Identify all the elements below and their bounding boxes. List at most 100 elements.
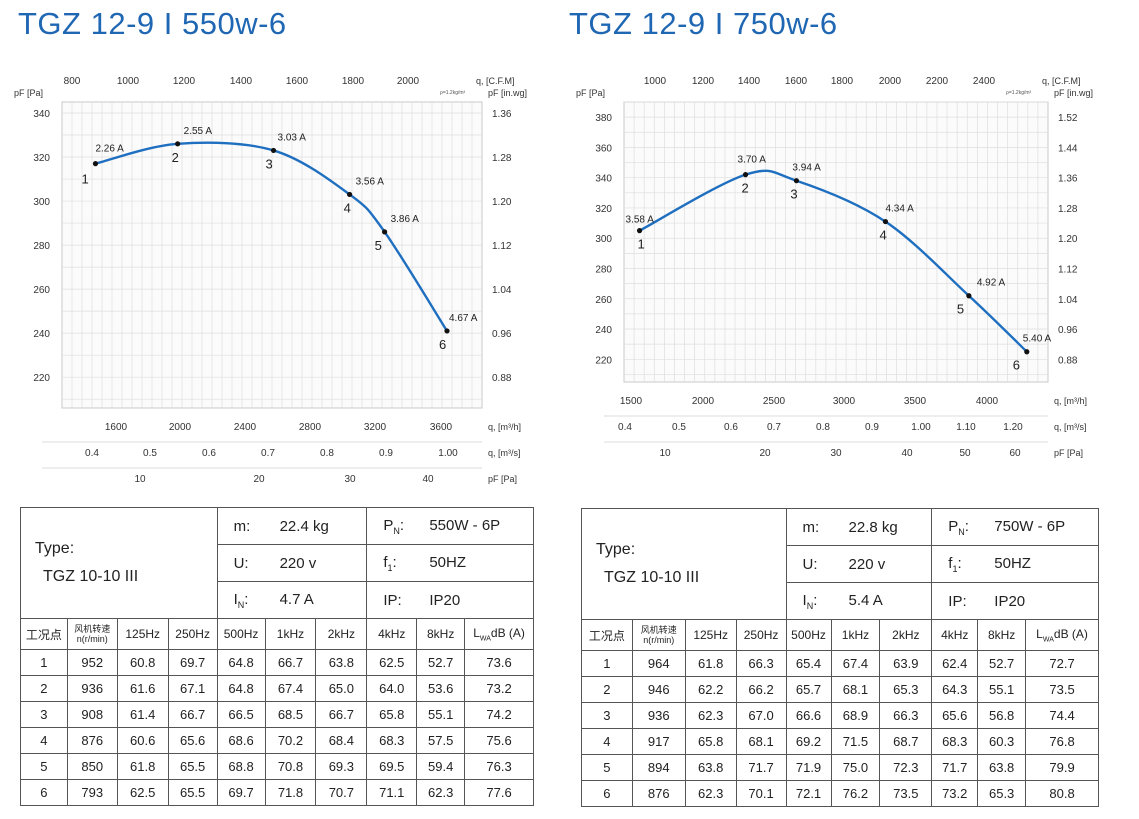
x-top-tick-label: 1600 — [785, 76, 808, 87]
y-right-tick-label: 1.12 — [1058, 264, 1078, 275]
table-cell: 67.4 — [830, 650, 881, 677]
x-bottom-tick-label: 10 — [659, 448, 671, 459]
spec-key: PN: — [383, 516, 404, 536]
table-cell: 64.8 — [216, 649, 266, 676]
table-cell: 65.8 — [684, 728, 737, 755]
lwa-unit: dB (A) — [490, 625, 525, 640]
table-cell: 5 — [20, 753, 68, 780]
col-header-band: 125Hz — [116, 618, 169, 650]
y-right-tick-label: 1.36 — [1058, 174, 1078, 185]
table-cell: 793 — [66, 779, 118, 806]
x-bottom-tick-label: 0.4 — [85, 448, 99, 459]
spec-value: 50HZ — [429, 553, 466, 571]
table-row: 1 952 60.8 69.7 64.8 66.7 63.8 62.5 52.7 73.6 — [20, 649, 534, 676]
current-cell: IN: 5.4 A — [785, 582, 933, 620]
table-cell: 65.5 — [167, 779, 218, 806]
y-tick-label: 240 — [33, 329, 50, 340]
table-cell: 6 — [581, 780, 633, 807]
table-cell: 62.2 — [684, 676, 737, 703]
spec-key-subscript: N — [393, 525, 400, 536]
table-cell: 72.1 — [785, 780, 832, 807]
current-label: 3.86 A — [391, 214, 420, 225]
type-cell: Type: TGZ 10-10 III — [20, 507, 218, 619]
table-cell: 72.3 — [879, 754, 933, 781]
current-label: 4.34 A — [885, 204, 914, 215]
table-cell: 876 — [66, 727, 118, 754]
table-cell: 68.4 — [315, 727, 368, 754]
table-cell: 57.5 — [416, 727, 466, 754]
table-cell: 61.8 — [116, 753, 169, 780]
x-bottom-tick-label: 2000 — [169, 422, 192, 433]
table-cell: 52.7 — [416, 649, 466, 676]
x-bottom-axis-label: pF [Pa] — [488, 474, 517, 484]
table-cell: 65.3 — [977, 780, 1027, 807]
x-bottom-axis-label: q, [m³/s] — [1054, 422, 1087, 432]
y-tick-label: 220 — [595, 355, 612, 366]
col-header-band: 4kHz — [931, 619, 979, 651]
table-cell: 61.4 — [116, 701, 169, 728]
table-cell: 79.9 — [1025, 754, 1099, 781]
x-bottom-tick-label: 10 — [134, 474, 146, 485]
table-cell: 1 — [20, 649, 68, 676]
col-header-speed-unit: n(r/min) — [643, 635, 675, 645]
operating-point — [92, 161, 99, 167]
table-cell: 2 — [581, 676, 633, 703]
table-cell: 65.4 — [785, 650, 832, 677]
x-bottom-axis-label: q, [m³/h] — [1054, 396, 1087, 406]
table-cell: 71.9 — [785, 754, 832, 781]
spec-value: 5.4 A — [848, 591, 883, 609]
x-bottom-tick-label: 1.10 — [956, 422, 976, 433]
spec-key: IP: — [948, 592, 967, 610]
y-right-tick-label: 1.28 — [1058, 204, 1078, 215]
table-cell: 71.7 — [735, 754, 787, 781]
x-bottom-axis-label: q, [m³/h] — [488, 422, 521, 432]
lwa-subscript: WA — [1042, 636, 1054, 644]
table-row: 6 876 62.3 70.1 72.1 76.2 73.5 73.2 65.3 80.8 — [581, 780, 1099, 807]
table-cell: 64.3 — [931, 676, 979, 703]
spec-key-subscript: 1 — [952, 563, 958, 574]
table-cell: 61.8 — [684, 650, 737, 677]
point-number-label: 3 — [790, 187, 797, 202]
point-number-label: 5 — [375, 238, 382, 253]
table-cell: 74.2 — [464, 701, 534, 728]
x-bottom-tick-label: 30 — [830, 448, 842, 459]
y-tick-label: 340 — [595, 174, 612, 185]
table-cell: 876 — [631, 780, 686, 807]
chart-title: TGZ 12-9 I 750w-6 — [569, 6, 838, 41]
col-header-point: 工况点 — [20, 618, 68, 650]
col-header-speed: 风机转速 n(r/min) — [631, 619, 686, 651]
spec-value: 4.7 A — [279, 590, 314, 608]
table-cell: 60.6 — [116, 727, 169, 754]
y-tick-label: 280 — [595, 264, 612, 275]
x-top-tick-label: 1400 — [738, 76, 761, 87]
point-number-label: 1 — [81, 172, 88, 187]
current-label: 3.03 A — [278, 132, 307, 143]
x-top-tick-label: 2200 — [926, 76, 949, 87]
x-bottom-tick-label: 3600 — [430, 422, 453, 433]
table-cell: 60.8 — [116, 649, 169, 676]
x-bottom-tick-label: 1500 — [620, 396, 643, 407]
spec-value: 550W - 6P — [429, 516, 501, 534]
spec-key: m: — [802, 518, 820, 536]
spec-key: IN: — [233, 590, 249, 610]
table-cell: 1 — [581, 650, 633, 677]
spec-value: IP20 — [429, 591, 461, 609]
table-cell: 936 — [631, 702, 686, 729]
x-bottom-tick-label: 30 — [344, 474, 356, 485]
point-number-label: 5 — [957, 302, 964, 317]
table-cell: 69.7 — [216, 779, 266, 806]
table-cell: 80.8 — [1025, 780, 1099, 807]
x-bottom-tick-label: 20 — [759, 448, 771, 459]
x-bottom-tick-label: 0.6 — [724, 422, 738, 433]
table-cell: 850 — [66, 753, 118, 780]
spec-value: 22.4 kg — [279, 517, 329, 535]
x-top-tick-label: 2400 — [973, 76, 996, 87]
y-tick-label: 280 — [33, 241, 50, 252]
table-cell: 68.8 — [216, 753, 266, 780]
table-cell: 73.2 — [464, 675, 534, 702]
density-note: ρ=1.2kg/m³ — [440, 90, 466, 96]
x-bottom-tick-label: 60 — [1009, 448, 1021, 459]
col-header-band: 2kHz — [315, 618, 368, 650]
spec-value: IP20 — [994, 592, 1026, 610]
type-cell: Type: TGZ 10-10 III — [581, 508, 787, 620]
